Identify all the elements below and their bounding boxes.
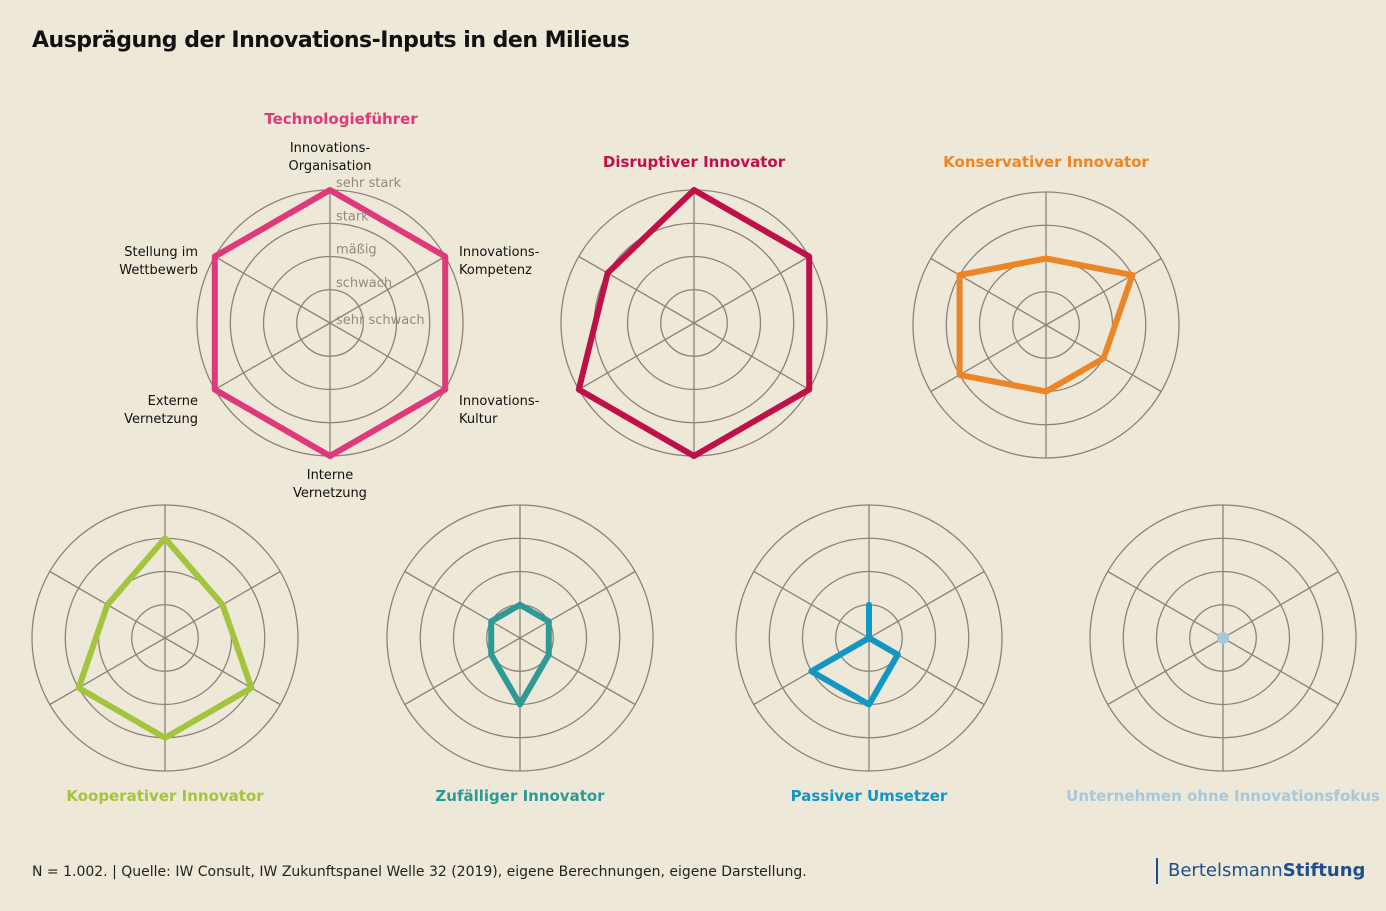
series-title: Kooperativer Innovator [66,787,264,805]
series-polygon [956,255,1136,395]
axis-label: Wettbewerb [119,263,198,278]
scale-label: mäßig [336,243,377,258]
grid-spoke [930,324,1047,393]
grid-spoke [49,637,166,706]
series-polygon [75,535,255,741]
grid-spoke [404,570,521,639]
grid-spoke [214,322,331,391]
grid-spoke [1107,570,1224,639]
grid-spoke [753,570,870,639]
grid-spoke [578,322,695,391]
footnote: N = 1.002. | Quelle: IW Consult, IW Zuku… [32,864,807,880]
axis-label: Vernetzung [124,412,198,427]
series-polygon [808,601,901,708]
grid-spoke [930,257,1047,326]
axis-label: Kompetenz [459,263,532,278]
logo: BertelsmannStiftung [1156,858,1365,884]
grid-spoke [578,255,695,324]
grid-spoke [1222,637,1339,706]
page-title: Ausprägung der Innovations-Inputs in den… [32,28,630,53]
grid-spoke [404,637,521,706]
grid-spoke [519,637,636,706]
axis-label: Kultur [459,412,498,427]
logo-part2: Stiftung [1282,860,1366,881]
axis-label: Innovations- [459,245,540,260]
axis-label: Innovations- [459,394,540,409]
grid-spoke [164,637,281,706]
logo-part1: Bertelsmann [1168,860,1283,881]
grid-spoke [329,255,446,324]
data-point [1217,632,1229,644]
series-title: Disruptiver Innovator [603,153,786,171]
series-polygon [488,601,552,708]
grid-spoke [1107,637,1224,706]
scale-label: stark [336,209,369,224]
axis-label: Stellung im [124,245,198,260]
series-polygon [575,187,813,459]
grid-spoke [693,255,810,324]
axis-label: Organisation [288,159,371,174]
series-title: Zufälliger Innovator [435,787,605,805]
grid-spoke [214,255,331,324]
axis-label: Vernetzung [293,486,367,501]
grid-spoke [1222,570,1339,639]
grid-spoke [868,570,985,639]
axis-label: Interne [307,468,354,483]
series-title: Konservativer Innovator [943,153,1149,171]
scale-label: schwach [336,276,392,291]
axis-label: Externe [148,394,198,409]
scale-label: sehr schwach [336,313,425,328]
series-title: Technologieführer [264,110,418,128]
series-title: Passiver Umsetzer [791,787,948,805]
grid-spoke [693,322,810,391]
axis-label: Innovations- [290,141,371,156]
grid-spoke [1045,257,1162,326]
series-polygon [211,187,449,459]
scale-label: sehr stark [336,176,402,191]
grid-spoke [519,570,636,639]
grid-spoke [329,322,446,391]
series-title: Unternehmen ohne Innovationsfokus [1066,787,1380,805]
